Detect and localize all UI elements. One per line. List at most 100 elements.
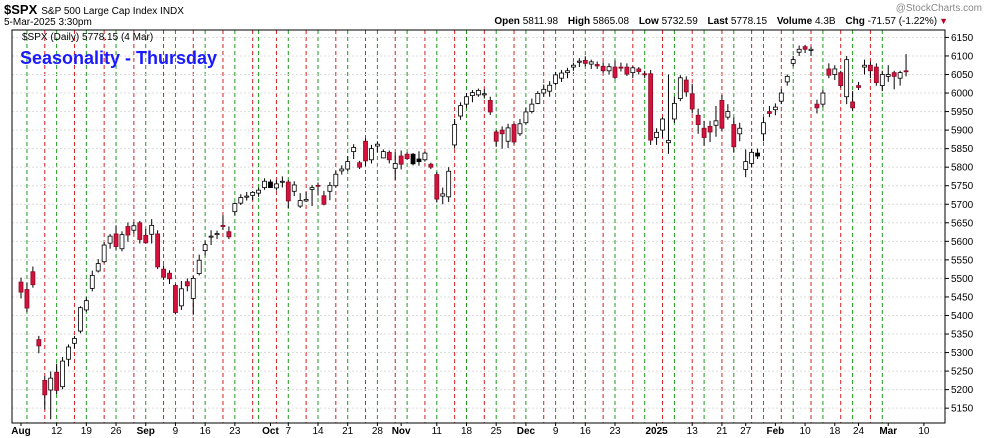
candle xyxy=(903,54,909,77)
x-tick-label: 16 xyxy=(200,426,212,437)
candle-body xyxy=(903,70,909,73)
candle xyxy=(208,230,214,246)
candle-body xyxy=(345,161,351,170)
candle xyxy=(606,63,612,75)
candle xyxy=(190,275,196,315)
x-tick-label: 2025 xyxy=(645,426,668,437)
candle xyxy=(487,96,493,115)
candle xyxy=(357,160,362,170)
candle-body xyxy=(48,377,54,391)
candle xyxy=(755,148,760,160)
candle-body xyxy=(113,233,119,247)
candle-body xyxy=(458,105,463,117)
candle-body xyxy=(36,339,42,347)
candle-body xyxy=(392,163,398,169)
candle-body xyxy=(701,127,707,138)
candle xyxy=(470,90,475,103)
x-tick-label: 23 xyxy=(609,426,621,437)
candle xyxy=(844,55,850,105)
candle-body xyxy=(214,233,220,236)
candle-body xyxy=(422,152,428,161)
candle-body xyxy=(404,153,410,160)
chg-label: Chg xyxy=(845,16,865,27)
plot-frame xyxy=(11,29,946,424)
candle xyxy=(701,120,707,146)
x-tick-label: 23 xyxy=(229,426,241,437)
candle xyxy=(493,129,499,147)
candle xyxy=(54,363,60,395)
x-tick-label: 7 xyxy=(286,426,292,437)
candle-body xyxy=(244,195,250,198)
chart-title: Seasonality - Thursday xyxy=(20,48,217,68)
candle-body xyxy=(761,122,766,135)
candle-body xyxy=(571,64,576,68)
candle xyxy=(707,120,713,142)
candle-body xyxy=(784,75,790,83)
candle xyxy=(30,266,36,288)
horizontal-gridlines xyxy=(12,36,945,409)
x-tick-label: Oct xyxy=(262,426,279,437)
candle xyxy=(374,141,380,153)
candle xyxy=(339,165,345,175)
candle-body xyxy=(755,152,760,157)
candle xyxy=(48,371,54,420)
chart-header: $SPX S&P 500 Large Cap Index INDX 5-Mar-2… xyxy=(0,0,990,30)
candle xyxy=(832,65,838,81)
candle-body xyxy=(161,268,166,278)
candle-body xyxy=(541,88,547,94)
candle-body xyxy=(868,64,873,72)
candle-body xyxy=(487,100,493,113)
candle xyxy=(380,149,386,159)
candle xyxy=(107,233,113,249)
candle-body xyxy=(582,60,588,64)
candle xyxy=(731,117,737,153)
candle xyxy=(820,90,826,108)
candle-body xyxy=(238,197,244,204)
candle-body xyxy=(767,111,772,114)
candle xyxy=(517,118,523,137)
x-tick-label: 19 xyxy=(81,426,93,437)
y-tick-label: 5950 xyxy=(951,107,974,118)
candle-body xyxy=(30,271,36,286)
candle-body xyxy=(386,151,392,161)
candle-body xyxy=(612,66,618,78)
candle xyxy=(618,62,624,72)
candle-body xyxy=(844,59,850,98)
x-tick-label: 12 xyxy=(51,426,63,437)
candle xyxy=(677,75,683,102)
candle xyxy=(654,128,659,145)
x-tick-label: 18 xyxy=(829,426,841,437)
candle xyxy=(523,107,529,125)
candle-body xyxy=(600,65,606,72)
candle-body xyxy=(434,174,440,200)
y-tick-label: 5650 xyxy=(951,218,974,229)
candle-body xyxy=(719,100,725,129)
candle-body xyxy=(677,77,683,99)
candle-body xyxy=(184,281,190,287)
candle-body xyxy=(398,155,404,165)
high-label: High xyxy=(567,16,591,27)
x-tick-label: 21 xyxy=(342,426,354,437)
ticker-symbol: $SPX xyxy=(4,2,38,17)
candle xyxy=(897,70,903,86)
x-axis: Aug 12 19 26 Sep 9 16 23 Oct 7 14 21 28 Nov 11 18 25 Dec 9… xyxy=(11,423,930,437)
x-tick-label: 28 xyxy=(372,426,384,437)
y-tick-label: 5400 xyxy=(951,311,974,322)
candle-body xyxy=(683,79,689,93)
y-tick-label: 6150 xyxy=(951,33,974,44)
candle-body xyxy=(553,74,558,84)
candle xyxy=(392,152,398,180)
candle-body xyxy=(594,64,600,67)
x-tick-label: 18 xyxy=(461,426,473,437)
y-axis: 5150 5200 5250 5300 5350 5400 5450 5500 5550 5600… xyxy=(945,33,974,415)
candle-body xyxy=(285,181,291,202)
candle xyxy=(541,84,547,97)
candle-body xyxy=(517,123,523,135)
candle-body xyxy=(72,338,77,344)
candle xyxy=(464,93,469,108)
candle-body xyxy=(42,379,48,396)
candle-body xyxy=(363,140,368,162)
candle xyxy=(505,123,511,148)
candle xyxy=(285,180,291,208)
candle-body xyxy=(95,263,101,272)
